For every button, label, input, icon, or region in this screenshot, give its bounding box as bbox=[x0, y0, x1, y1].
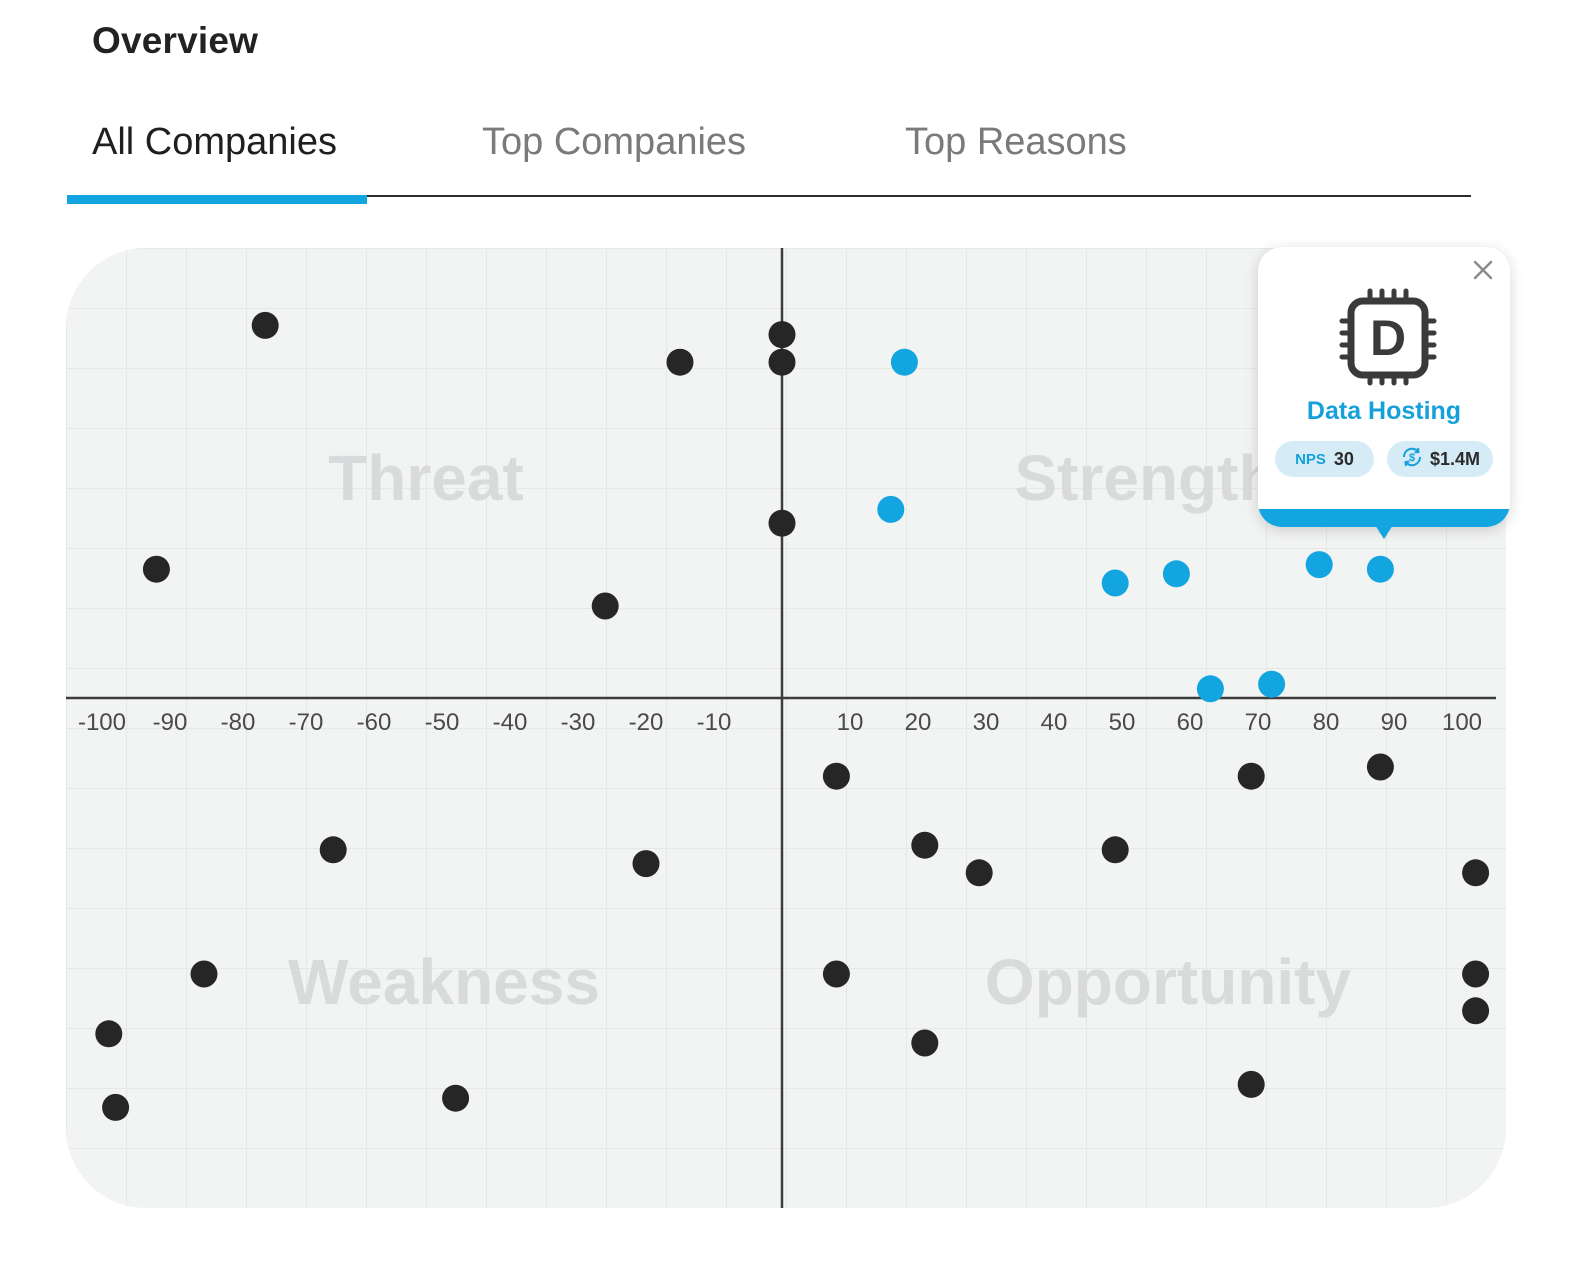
x-tick-label: -40 bbox=[493, 709, 528, 736]
data-point bbox=[1366, 753, 1394, 781]
highlighted-point bbox=[1101, 569, 1129, 597]
data-point bbox=[190, 960, 218, 988]
quadrant-label-top-right: Strength bbox=[1014, 442, 1277, 514]
x-tick-label: 30 bbox=[973, 709, 1000, 736]
x-tick-label: -90 bbox=[153, 709, 188, 736]
data-point bbox=[822, 762, 850, 790]
data-point bbox=[666, 348, 694, 376]
x-tick-label: 80 bbox=[1313, 709, 1340, 736]
quadrant-label-bottom-left: Weakness bbox=[288, 946, 600, 1018]
active-tab-indicator bbox=[67, 195, 367, 204]
data-point bbox=[911, 1029, 939, 1057]
chip-letter: D bbox=[1370, 310, 1406, 366]
data-point bbox=[632, 850, 660, 878]
x-tick-label: -20 bbox=[629, 709, 664, 736]
data-point bbox=[591, 592, 619, 620]
data-point bbox=[1101, 836, 1129, 864]
data-point bbox=[442, 1084, 470, 1112]
company-name: Data Hosting bbox=[1306, 397, 1462, 425]
x-tick-label: -70 bbox=[289, 709, 324, 736]
x-tick-label: 20 bbox=[905, 709, 932, 736]
highlighted-point bbox=[890, 348, 918, 376]
data-point bbox=[251, 311, 279, 339]
x-tick-label: -10 bbox=[697, 709, 732, 736]
close-icon[interactable] bbox=[1470, 257, 1496, 283]
tooltip-accent-bar bbox=[1258, 509, 1510, 527]
x-tick-label: 10 bbox=[837, 709, 864, 736]
highlighted-point bbox=[1305, 551, 1333, 579]
company-tooltip: D Data Hosting NPS 30 $ $1.4M bbox=[1258, 247, 1510, 527]
x-tick-label: 90 bbox=[1381, 709, 1408, 736]
x-tick-label: -100 bbox=[78, 709, 126, 736]
data-point bbox=[1237, 762, 1265, 790]
nps-badge: NPS 30 bbox=[1275, 441, 1374, 477]
x-tick-label: -80 bbox=[221, 709, 256, 736]
data-point bbox=[95, 1020, 123, 1048]
tooltip-pointer bbox=[1375, 525, 1393, 539]
x-tick-label: 40 bbox=[1041, 709, 1068, 736]
scatter-plot: Threat Strength Weakness Opportunity -100 -90… bbox=[66, 248, 1496, 1208]
revenue-badge: $ $1.4M bbox=[1387, 441, 1493, 477]
data-point bbox=[822, 960, 850, 988]
tab-top-companies[interactable]: Top Companies bbox=[482, 121, 747, 163]
data-point bbox=[911, 831, 939, 859]
data-point bbox=[1462, 997, 1490, 1025]
x-tick-label: -60 bbox=[357, 709, 392, 736]
data-point bbox=[768, 321, 796, 349]
revenue-cycle-icon: $ bbox=[1400, 445, 1424, 474]
data-point bbox=[1462, 859, 1490, 887]
quadrant-label-bottom-right: Opportunity bbox=[985, 946, 1352, 1018]
tab-bar: All Companies Top Companies Top Reasons bbox=[67, 105, 1471, 205]
nps-label: NPS bbox=[1295, 450, 1326, 468]
highlighted-point bbox=[877, 495, 905, 523]
data-point bbox=[102, 1093, 130, 1121]
x-tick-label: 50 bbox=[1109, 709, 1136, 736]
quadrant-label-top-left: Threat bbox=[328, 442, 524, 514]
highlighted-point bbox=[1258, 670, 1286, 698]
data-point bbox=[142, 555, 170, 583]
x-tick-label: 100 bbox=[1442, 709, 1482, 736]
chip-icon: D bbox=[1338, 287, 1438, 392]
data-point bbox=[768, 509, 796, 537]
revenue-value: $1.4M bbox=[1429, 448, 1481, 469]
tab-top-reasons[interactable]: Top Reasons bbox=[905, 121, 1127, 163]
x-tick-label: 60 bbox=[1177, 709, 1204, 736]
data-point bbox=[1462, 960, 1490, 988]
data-point bbox=[319, 836, 347, 864]
x-tick-label: -30 bbox=[561, 709, 596, 736]
highlighted-point bbox=[1162, 560, 1190, 588]
svg-text:$: $ bbox=[1409, 452, 1415, 464]
data-point bbox=[1237, 1070, 1265, 1098]
x-tick-label: -50 bbox=[425, 709, 460, 736]
x-tick-label: 70 bbox=[1245, 709, 1272, 736]
tab-all-companies[interactable]: All Companies bbox=[92, 121, 337, 163]
tab-divider bbox=[67, 195, 1471, 197]
highlighted-point bbox=[1196, 675, 1224, 703]
highlighted-point bbox=[1366, 555, 1394, 583]
data-point bbox=[965, 859, 993, 887]
data-point bbox=[768, 348, 796, 376]
nps-value: 30 bbox=[1333, 448, 1354, 469]
page-title: Overview bbox=[92, 20, 259, 61]
